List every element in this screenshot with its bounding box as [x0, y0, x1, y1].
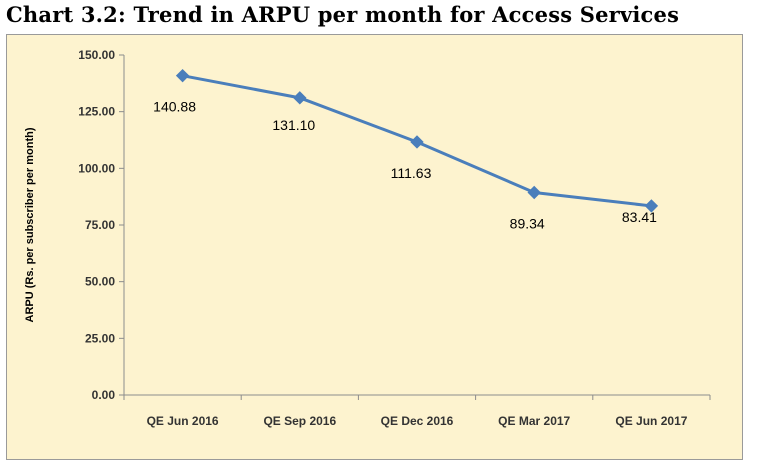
x-tick-label: QE Jun 2017 — [615, 414, 687, 428]
y-axis-title: ARPU (Rs. per subscriber per month) — [24, 127, 36, 322]
line-chart: 0.00 25.00 50.00 75.00 100.00 125.00 150.00 QE… — [24, 48, 711, 428]
y-tick-label: 75.00 — [85, 218, 115, 232]
y-tick-label: 0.00 — [92, 388, 116, 402]
x-tick-label: QE Sep 2016 — [263, 414, 336, 428]
data-point-marker — [644, 199, 659, 213]
data-point-marker — [410, 135, 424, 149]
y-tick-label: 50.00 — [85, 275, 115, 289]
y-tick-label: 125.00 — [78, 105, 115, 119]
x-tick-label: QE Dec 2016 — [381, 414, 454, 428]
data-label: 140.88 — [153, 99, 196, 115]
data-label: 111.63 — [391, 165, 432, 181]
series-layer — [175, 68, 659, 213]
data-label: 89.34 — [510, 215, 545, 231]
x-tick-label: QE Jun 2016 — [147, 414, 219, 428]
x-tick-label: QE Mar 2017 — [498, 414, 570, 428]
chart-title: Chart 3.2: Trend in ARPU per month for A… — [6, 2, 680, 27]
chart-area: 0.00 25.00 50.00 75.00 100.00 125.00 150.00 QE… — [6, 34, 743, 460]
data-point-marker — [293, 91, 307, 105]
data-point-marker — [527, 185, 541, 200]
y-tick-label: 150.00 — [78, 48, 115, 62]
y-tick-label: 25.00 — [85, 331, 115, 345]
y-tick-label: 100.00 — [78, 161, 115, 175]
y-axis-ticks: 0.00 25.00 50.00 75.00 100.00 125.00 150.00 — [78, 48, 124, 402]
data-label: 83.41 — [622, 209, 657, 225]
axes — [123, 55, 710, 396]
data-point-marker — [175, 68, 190, 83]
data-label: 131.10 — [272, 117, 315, 133]
x-axis-ticks: QE Jun 2016 QE Sep 2016 QE Dec 2016 QE Mar … — [123, 395, 711, 428]
data-labels: 140.88 131.10 111.63 89.34 83.41 — [153, 99, 657, 232]
